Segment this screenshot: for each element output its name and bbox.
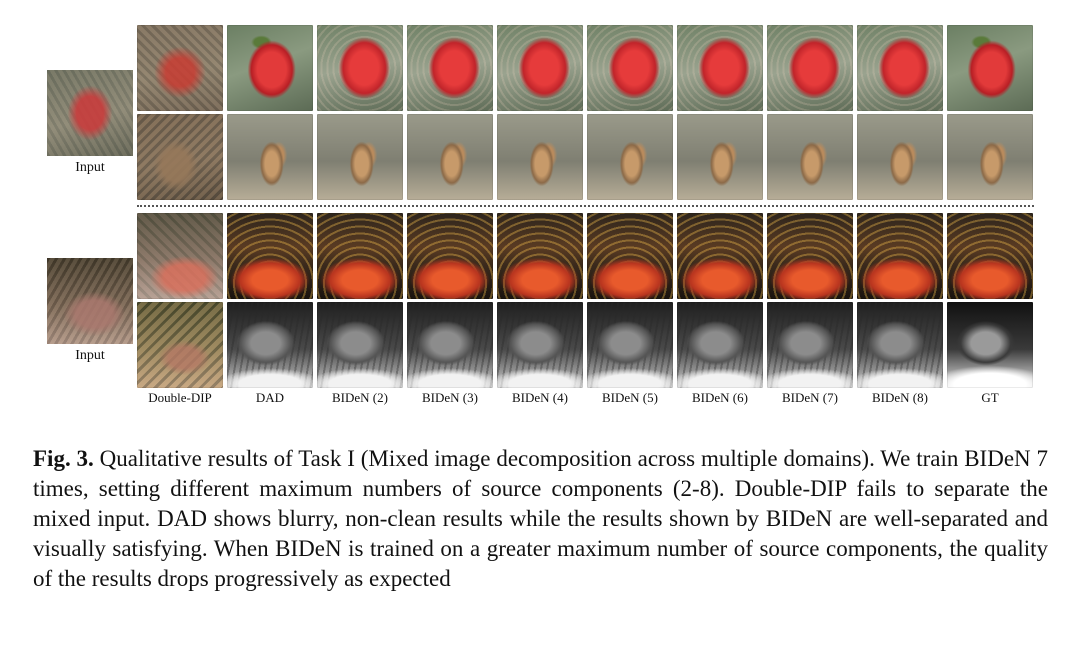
result-row3-col3 <box>317 213 403 299</box>
result-row3-col6 <box>587 213 673 299</box>
result-row4-col4 <box>407 302 493 388</box>
result-row3-col7 <box>677 213 763 299</box>
result-row1-col5 <box>497 25 583 111</box>
caption-text: Qualitative results of Task I (Mixed ima… <box>33 446 1048 591</box>
result-row2-col5 <box>497 114 583 200</box>
result-row2-col2 <box>227 114 313 200</box>
figure-caption: Fig. 3. Qualitative results of Task I (M… <box>33 444 1048 594</box>
column-label-biden-2: BIDeN (2) <box>332 390 388 405</box>
result-row1-col7 <box>677 25 763 111</box>
result-row4-col3 <box>317 302 403 388</box>
column-label-biden-6: BIDeN (6) <box>692 390 748 405</box>
input-image-bottom <box>47 258 133 344</box>
result-row1-col8 <box>767 25 853 111</box>
column-label-biden-7: BIDeN (7) <box>782 390 838 405</box>
qualitative-results-figure: Input Input Double-DIP DAD BIDeN (2) BI <box>47 25 1034 405</box>
result-row3-col8 <box>767 213 853 299</box>
result-row1-col2 <box>227 25 313 111</box>
result-row1-col3 <box>317 25 403 111</box>
result-row3-col2 <box>227 213 313 299</box>
caption-label: Fig. 3. <box>33 446 94 471</box>
result-row2-col10 <box>947 114 1033 200</box>
result-row3-col9 <box>857 213 943 299</box>
result-row3-col5 <box>497 213 583 299</box>
result-row3-col10 <box>947 213 1033 299</box>
column-label-dad: DAD <box>255 390 285 405</box>
result-row4-col2 <box>227 302 313 388</box>
dotted-separator <box>137 205 1034 207</box>
result-row1-col6 <box>587 25 673 111</box>
result-row4-col7 <box>677 302 763 388</box>
input-label-bottom: Input <box>75 348 105 363</box>
result-row2-col4 <box>407 114 493 200</box>
result-row4-col1 <box>137 302 223 388</box>
result-row4-col8 <box>767 302 853 388</box>
result-row1-col1 <box>137 25 223 111</box>
result-row4-col5 <box>497 302 583 388</box>
result-row4-col6 <box>587 302 673 388</box>
result-row2-col7 <box>677 114 763 200</box>
column-label-gt: GT <box>981 390 999 405</box>
result-row2-col3 <box>317 114 403 200</box>
input-image-top <box>47 70 133 156</box>
column-label-biden-3: BIDeN (3) <box>422 390 478 405</box>
input-label-top: Input <box>75 160 105 175</box>
result-row2-col1 <box>137 114 223 200</box>
result-row4-col9 <box>857 302 943 388</box>
result-row1-col9 <box>857 25 943 111</box>
result-row2-col6 <box>587 114 673 200</box>
result-row2-col8 <box>767 114 853 200</box>
result-row2-col9 <box>857 114 943 200</box>
result-row4-col10 <box>947 302 1033 388</box>
column-label-biden-5: BIDeN (5) <box>602 390 658 405</box>
result-row3-col4 <box>407 213 493 299</box>
result-row3-col1 <box>137 213 223 299</box>
column-label-double-dip: Double-DIP <box>148 390 212 405</box>
result-row1-col10 <box>947 25 1033 111</box>
column-label-biden-4: BIDeN (4) <box>512 390 568 405</box>
result-row1-col4 <box>407 25 493 111</box>
column-label-biden-8: BIDeN (8) <box>872 390 928 405</box>
